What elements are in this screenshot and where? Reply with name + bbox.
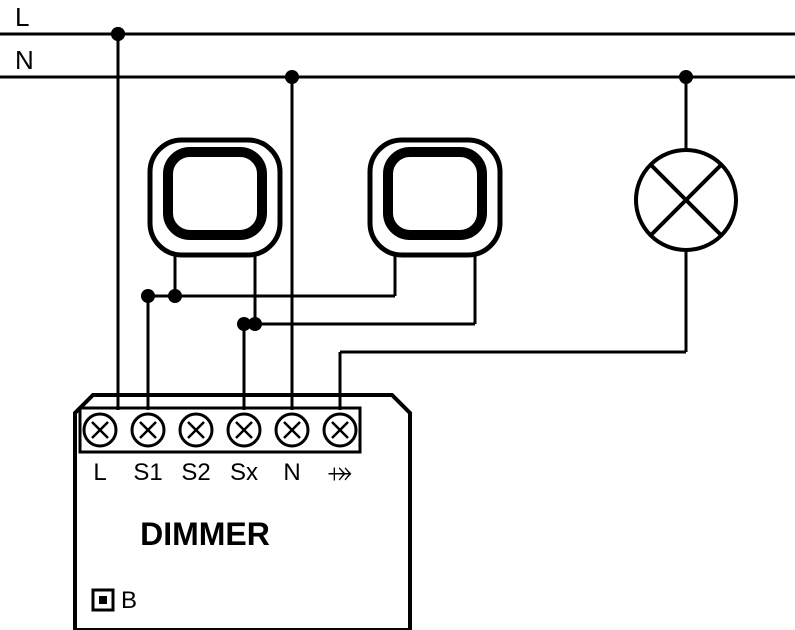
indicator-dot	[99, 596, 107, 604]
wall-switch-1	[150, 140, 280, 295]
rail-label-n: N	[15, 45, 34, 75]
wall-switch-2	[370, 140, 500, 295]
terminal-label: S2	[181, 459, 210, 486]
indicator-label: B	[121, 587, 137, 614]
terminal-label: L	[93, 459, 106, 486]
lamp-symbol	[636, 150, 736, 250]
module-title: DIMMER	[140, 516, 270, 552]
terminal-label: N	[283, 459, 300, 486]
terminal-label: Sx	[230, 459, 258, 486]
terminal-label: ⤀	[328, 459, 352, 486]
terminal-label: S1	[133, 459, 162, 486]
rail-label-l: L	[15, 2, 29, 32]
